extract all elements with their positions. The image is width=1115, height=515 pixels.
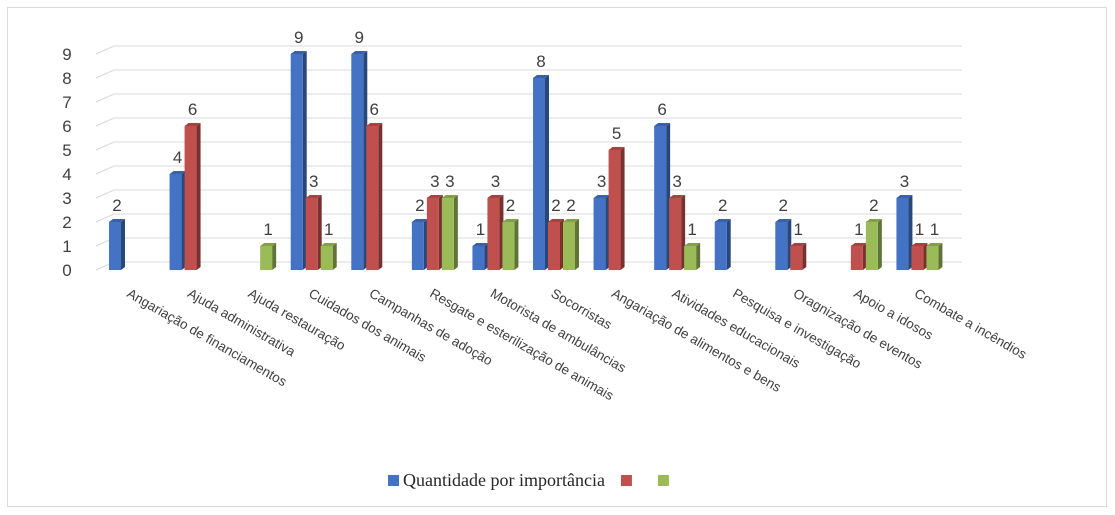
data-label: 3 (445, 172, 454, 191)
data-label: 2 (506, 196, 515, 215)
data-label: 3 (491, 172, 500, 191)
data-label: 6 (188, 100, 197, 119)
y-tick-label: 7 (62, 93, 71, 112)
bar (926, 243, 943, 270)
y-tick-label: 3 (62, 189, 71, 208)
gridline (95, 45, 962, 55)
data-label: 2 (869, 196, 878, 215)
legend-item (657, 475, 669, 486)
gridline (95, 117, 962, 127)
bar (411, 219, 428, 270)
y-axis-ticks: 0 1 2 3 4 5 6 7 8 9 (62, 45, 71, 280)
gridline (95, 261, 962, 271)
gridline (95, 141, 962, 151)
data-label: 2 (718, 196, 727, 215)
bars (109, 51, 943, 270)
data-label: 3 (309, 172, 318, 191)
y-tick-label: 6 (62, 117, 71, 136)
bar (533, 75, 549, 270)
bar (305, 195, 322, 270)
data-label: 2 (415, 196, 424, 215)
gridline (95, 237, 962, 247)
data-label: 6 (370, 100, 379, 119)
legend-item: Quantidade por importância (388, 470, 605, 490)
bar (109, 219, 125, 270)
bar (714, 219, 731, 270)
y-tick-label: 8 (62, 69, 71, 88)
bar (790, 243, 807, 270)
bar (184, 123, 201, 270)
bar (290, 51, 307, 270)
bar (684, 243, 701, 270)
data-label: 4 (173, 148, 182, 167)
legend-swatch (620, 475, 632, 486)
y-tick-label: 2 (62, 213, 71, 232)
gridlines (95, 45, 962, 271)
legend-item (620, 475, 632, 486)
y-tick-label: 0 (62, 261, 71, 280)
data-label: 1 (930, 220, 939, 239)
legend: Quantidade por importância (388, 470, 669, 490)
data-label: 1 (854, 220, 863, 239)
bar (169, 171, 186, 270)
data-label: 3 (900, 172, 909, 191)
gridline (95, 93, 962, 103)
gridline (95, 213, 962, 223)
y-tick-label: 4 (62, 165, 71, 184)
data-label: 9 (294, 28, 303, 47)
bar (775, 219, 792, 270)
y-tick-label: 1 (62, 237, 71, 256)
data-label: 1 (794, 220, 803, 239)
bar (472, 243, 489, 270)
bar (850, 243, 867, 270)
data-label: 1 (915, 220, 924, 239)
data-label: 1 (263, 220, 272, 239)
data-label: 2 (779, 196, 788, 215)
legend-label: Quantidade por importância (403, 470, 605, 490)
legend-swatch (657, 475, 669, 486)
legend-swatch (388, 475, 399, 486)
bar (654, 123, 671, 270)
data-label: 9 (355, 28, 364, 47)
y-tick-label: 9 (62, 45, 71, 64)
bar (441, 195, 458, 270)
bar (608, 147, 625, 270)
data-label: 2 (551, 196, 560, 215)
bar (593, 195, 610, 270)
bar (351, 51, 368, 270)
data-label: 2 (566, 196, 575, 215)
data-label: 5 (612, 124, 621, 143)
data-label: 8 (536, 52, 545, 71)
gridline (95, 69, 962, 79)
data-label: 1 (687, 220, 696, 239)
bar (366, 123, 383, 270)
bar (896, 195, 913, 270)
data-label: 3 (672, 172, 681, 191)
bar (669, 195, 686, 270)
data-label: 2 (112, 196, 121, 215)
bar (563, 219, 579, 270)
category-label: Combate a incêndios (912, 286, 1030, 363)
data-label: 1 (476, 220, 485, 239)
bar (426, 195, 443, 270)
data-label: 3 (430, 172, 439, 191)
data-label: 6 (657, 100, 666, 119)
gridline (95, 189, 962, 199)
bar (260, 243, 277, 270)
bar (487, 195, 504, 270)
y-tick-label: 5 (62, 141, 71, 160)
bar (320, 243, 337, 270)
bar (911, 243, 928, 270)
gridline (95, 165, 962, 175)
bar (865, 219, 882, 270)
data-label: 3 (597, 172, 606, 191)
data-label: 1 (324, 220, 333, 239)
bar (502, 219, 519, 270)
bar (548, 219, 564, 270)
